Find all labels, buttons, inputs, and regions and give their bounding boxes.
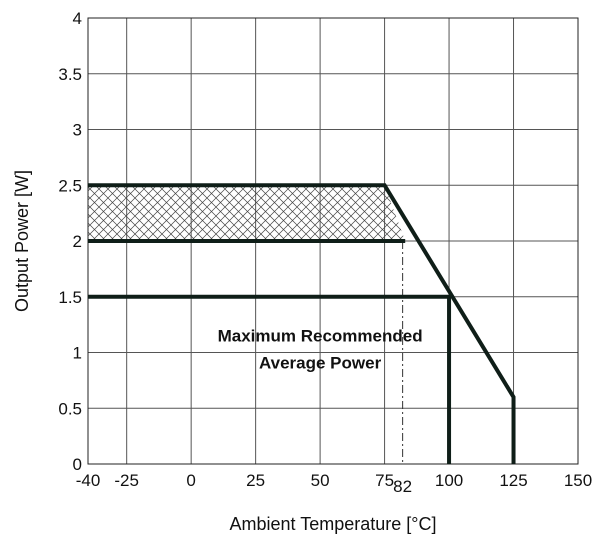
marker-label-82: 82 xyxy=(393,477,412,496)
x-tick-label: -40 xyxy=(76,471,101,490)
x-tick-label: 25 xyxy=(246,471,265,490)
y-tick-label: 3 xyxy=(73,121,82,140)
annotation-line-1: Maximum Recommended xyxy=(218,326,423,345)
x-tick-label: 0 xyxy=(186,471,195,490)
y-tick-label: 4 xyxy=(73,9,82,28)
annotation-line-2: Average Power xyxy=(259,353,382,372)
x-tick-label: 50 xyxy=(311,471,330,490)
x-tick-label: 125 xyxy=(499,471,527,490)
x-tick-label: 150 xyxy=(564,471,592,490)
series-line-0 xyxy=(88,183,516,464)
x-tick-label: 100 xyxy=(435,471,463,490)
y-tick-label: 3.5 xyxy=(58,65,82,84)
y-tick-label: 1.5 xyxy=(58,288,82,307)
y-axis-label: Output Power [W] xyxy=(12,170,32,312)
y-tick-label: 0.5 xyxy=(58,399,82,418)
hatched-region xyxy=(88,185,406,241)
series-line-2 xyxy=(88,294,452,464)
x-axis-label: Ambient Temperature [°C] xyxy=(230,514,437,534)
y-tick-label: 1 xyxy=(73,344,82,363)
x-tick-label: -25 xyxy=(114,471,139,490)
y-tick-label: 0 xyxy=(73,455,82,474)
y-tick-label: 2 xyxy=(73,232,82,251)
y-tick-label: 2.5 xyxy=(58,176,82,195)
x-tick-label: 75 xyxy=(375,471,394,490)
